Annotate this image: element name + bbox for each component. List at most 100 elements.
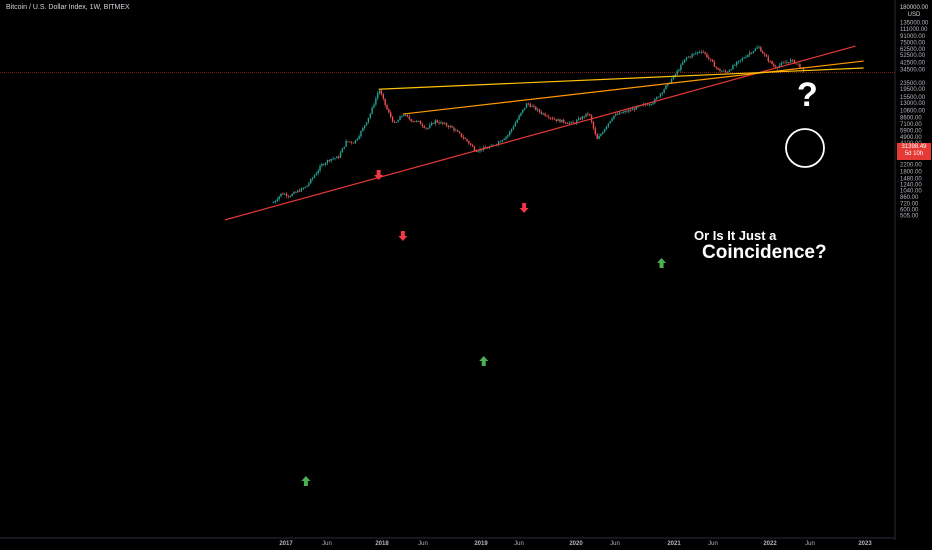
bar-countdown: 5d 10h bbox=[904, 151, 924, 157]
candle-body bbox=[616, 114, 619, 115]
candle-body bbox=[334, 158, 336, 159]
candle-body bbox=[287, 195, 290, 197]
candle-body bbox=[462, 136, 464, 139]
y-tick-label: 91000.00 bbox=[900, 34, 926, 40]
y-tick-label: 505.00 bbox=[900, 214, 919, 220]
candle-body bbox=[544, 113, 546, 116]
candle-body bbox=[602, 132, 604, 135]
candle-body bbox=[425, 127, 427, 129]
candle-body bbox=[285, 193, 288, 196]
chart-title: Bitcoin / U.S. Dollar Index, 1W, BITMEX bbox=[6, 4, 130, 11]
candle-body bbox=[702, 51, 704, 53]
candle-body bbox=[499, 141, 502, 143]
candle-body bbox=[570, 122, 572, 123]
time-axis: 2017 Jun 2018 Jun 2019 Jun 2020 Jun 2021 Jun 2022 J… bbox=[279, 541, 872, 547]
candle-body bbox=[470, 143, 472, 145]
candle-body bbox=[308, 183, 310, 186]
candle-body bbox=[572, 122, 574, 123]
candle-body bbox=[507, 135, 509, 137]
candle-body bbox=[427, 128, 429, 129]
candle-body bbox=[799, 64, 801, 68]
candle-body bbox=[373, 104, 375, 108]
candle-body bbox=[618, 112, 621, 115]
candle-body bbox=[362, 128, 364, 132]
candle-body bbox=[410, 119, 412, 122]
candle-body bbox=[672, 75, 675, 80]
currency-text: USD bbox=[907, 12, 921, 18]
candle-body bbox=[538, 109, 541, 113]
candle-body bbox=[769, 61, 771, 62]
candle-body bbox=[477, 151, 479, 152]
question-mark-annotation: ? bbox=[797, 76, 818, 114]
candle-body bbox=[676, 71, 678, 75]
candle-body bbox=[443, 123, 446, 125]
candle-body bbox=[689, 56, 691, 58]
candle-body bbox=[384, 98, 386, 106]
candle-body bbox=[789, 59, 792, 63]
candle-body bbox=[313, 175, 316, 178]
candle-body bbox=[317, 170, 319, 174]
candle-body bbox=[682, 62, 684, 65]
candle-body bbox=[659, 93, 662, 97]
candle-body bbox=[624, 110, 626, 113]
candle-body bbox=[791, 59, 794, 61]
candle-body bbox=[577, 118, 580, 121]
candle-body bbox=[661, 92, 663, 94]
candle-body bbox=[378, 90, 381, 94]
candle-body bbox=[336, 156, 338, 159]
candle-body bbox=[349, 141, 351, 143]
candle-body bbox=[289, 196, 291, 197]
candle-body bbox=[514, 122, 517, 127]
candle-body bbox=[347, 140, 349, 142]
x-tick-label: Jun bbox=[322, 541, 332, 547]
candle-body bbox=[695, 53, 697, 55]
candle-body bbox=[369, 113, 371, 118]
candle-body bbox=[297, 190, 299, 193]
price-axis: 135000.00111000.0091000.0075000.0062500.… bbox=[900, 20, 929, 219]
y-tick-label: 62500.00 bbox=[900, 47, 926, 53]
candle-body bbox=[520, 112, 522, 116]
candle-body bbox=[509, 131, 511, 136]
candle-body bbox=[670, 79, 673, 84]
candle-body bbox=[663, 89, 665, 93]
candle-body bbox=[598, 135, 600, 139]
candle-body bbox=[464, 138, 466, 140]
candle-body bbox=[700, 51, 703, 53]
candle-body bbox=[594, 128, 597, 135]
y-tick-label: 111000.00 bbox=[900, 27, 928, 33]
y-tick-label: 15500.00 bbox=[900, 95, 926, 101]
candle-body bbox=[711, 59, 714, 62]
candle-body bbox=[302, 188, 305, 189]
candle-body bbox=[786, 62, 788, 63]
candle-body bbox=[611, 118, 613, 122]
candle-body bbox=[551, 117, 554, 119]
candle-body bbox=[696, 52, 699, 54]
y-tick-label: 19500.00 bbox=[900, 87, 926, 93]
convergence-circle bbox=[785, 128, 825, 168]
candle-body bbox=[637, 106, 639, 108]
candle-body bbox=[735, 62, 738, 66]
candle-body bbox=[416, 120, 418, 122]
y-tick-label: 720.00 bbox=[900, 201, 919, 207]
y-tick-label: 1800.00 bbox=[900, 170, 922, 176]
candle-body bbox=[274, 200, 277, 203]
annotation-line-1: Or Is It Just a bbox=[694, 228, 777, 243]
y-tick-label: 10600.00 bbox=[900, 108, 926, 114]
candle-body bbox=[548, 116, 550, 118]
candle-body bbox=[754, 48, 756, 51]
candle-body bbox=[743, 57, 745, 59]
candle-body bbox=[613, 115, 615, 119]
candle-body bbox=[603, 129, 606, 133]
x-tick-label: 2020 bbox=[569, 541, 583, 547]
candle-body bbox=[503, 138, 505, 141]
candle-body bbox=[365, 122, 368, 126]
candle-body bbox=[626, 110, 628, 112]
candle-body bbox=[683, 59, 686, 63]
axis-top-label: 180000.00 bbox=[899, 5, 929, 11]
candle-body bbox=[442, 122, 444, 124]
candle-body bbox=[589, 114, 591, 116]
y-tick-label: 5900.00 bbox=[900, 129, 922, 135]
candle-body bbox=[388, 109, 390, 113]
candle-body bbox=[419, 121, 422, 125]
